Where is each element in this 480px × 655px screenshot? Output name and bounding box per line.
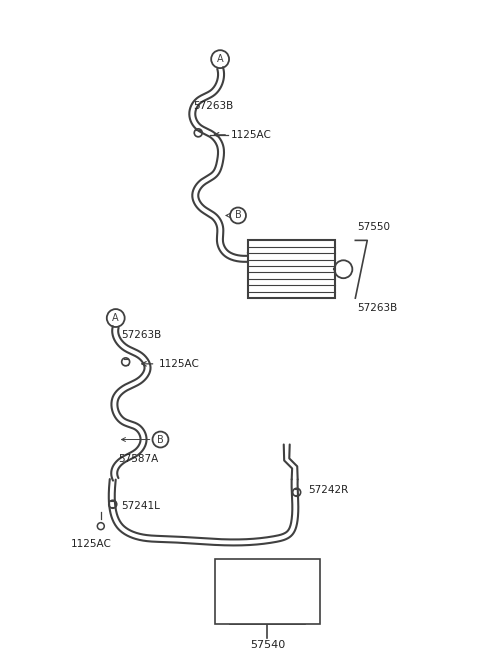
- Text: 57242R: 57242R: [309, 485, 349, 495]
- Bar: [215, 559, 320, 624]
- Text: A: A: [217, 54, 223, 64]
- Text: B: B: [157, 434, 164, 445]
- Text: 57550: 57550: [357, 223, 390, 233]
- Text: 57241L: 57241L: [120, 501, 159, 512]
- Text: A: A: [112, 313, 119, 323]
- Text: 1125AC: 1125AC: [71, 539, 111, 549]
- Text: B: B: [235, 210, 241, 221]
- Text: 57242R: 57242R: [223, 580, 264, 590]
- Text: 57587A: 57587A: [223, 608, 264, 618]
- Text: 57540: 57540: [250, 640, 285, 650]
- Text: 57263B: 57263B: [120, 330, 161, 340]
- Text: 57263B: 57263B: [193, 101, 234, 111]
- Text: 1125AC: 1125AC: [231, 130, 272, 140]
- Bar: [248, 240, 336, 298]
- Text: 57587A: 57587A: [118, 455, 158, 464]
- Text: 57263B: 57263B: [223, 594, 264, 604]
- Text: 1125AC: 1125AC: [158, 359, 199, 369]
- Text: 57263B: 57263B: [357, 303, 397, 313]
- Text: 57241L: 57241L: [223, 566, 262, 576]
